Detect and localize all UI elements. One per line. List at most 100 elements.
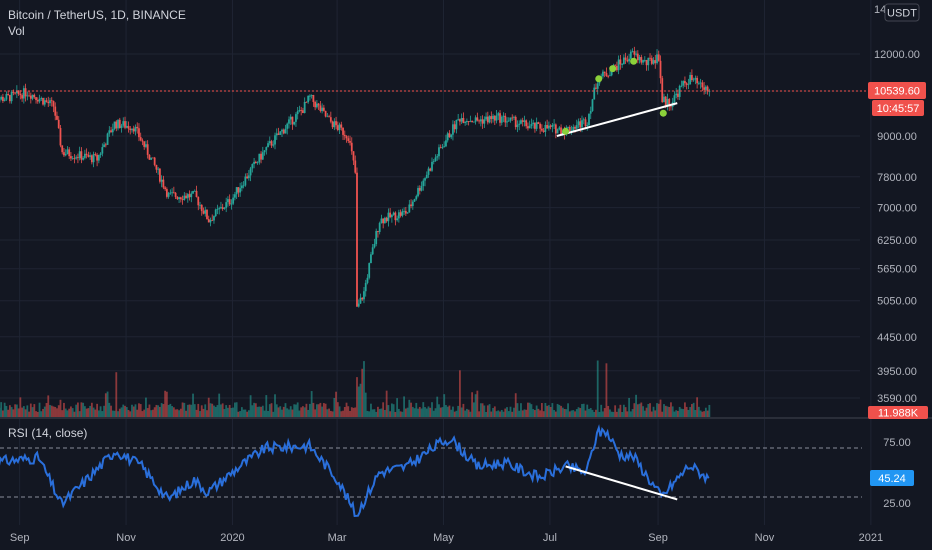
volume-bar bbox=[577, 407, 580, 417]
volume-bar bbox=[418, 406, 421, 417]
volume-bar bbox=[275, 404, 278, 417]
volume-bar bbox=[441, 407, 444, 417]
volume-bar bbox=[281, 409, 283, 417]
candle-body bbox=[108, 130, 111, 134]
candle-body bbox=[56, 115, 58, 120]
volume-bar bbox=[394, 411, 397, 417]
volume-bar bbox=[490, 411, 493, 417]
volume-bar bbox=[227, 407, 229, 417]
candle-body bbox=[532, 122, 535, 125]
candle-body bbox=[567, 127, 569, 128]
volume-bar bbox=[575, 409, 578, 417]
candle-body bbox=[324, 110, 327, 117]
price-axis[interactable]: 14000.0012000.009000.007800.007000.00625… bbox=[874, 4, 920, 510]
volume-bar bbox=[598, 411, 601, 417]
volume-bar bbox=[167, 404, 170, 417]
candle-body bbox=[572, 126, 575, 131]
volume-bar bbox=[193, 404, 196, 417]
volume-bar bbox=[160, 403, 163, 417]
volume-bar bbox=[673, 411, 676, 417]
candle-body bbox=[530, 124, 533, 126]
candle-body bbox=[77, 157, 79, 159]
volume-bar bbox=[253, 402, 255, 417]
volume-bar bbox=[586, 404, 589, 417]
candle-body bbox=[528, 125, 531, 129]
candle-body bbox=[364, 282, 367, 292]
candle-body bbox=[129, 128, 132, 131]
volume-bar bbox=[261, 405, 264, 417]
currency-button[interactable]: USDT bbox=[884, 3, 920, 22]
volume-bar bbox=[206, 410, 208, 417]
volume-bar bbox=[591, 409, 594, 417]
volume-bar bbox=[104, 393, 107, 417]
candle-body bbox=[45, 100, 48, 102]
time-tick-label: 2020 bbox=[220, 532, 244, 544]
volume-bar bbox=[78, 411, 81, 417]
time-axis[interactable]: Sep Nov 2020 Mar May Jul Sep Nov 2021 bbox=[0, 525, 932, 550]
candle-body bbox=[204, 209, 207, 214]
candle-body bbox=[352, 151, 355, 161]
volume-bar bbox=[146, 408, 149, 417]
volume-bar bbox=[671, 406, 674, 417]
price-tick-label: 5050.00 bbox=[877, 296, 917, 308]
volume-bar bbox=[650, 411, 653, 417]
volume-bar bbox=[152, 409, 154, 417]
volume-bar bbox=[0, 402, 3, 417]
volume-bar bbox=[357, 386, 360, 417]
candle-body bbox=[485, 116, 487, 120]
volume-bar bbox=[464, 410, 467, 417]
volume-bar bbox=[603, 408, 606, 417]
candle-body bbox=[581, 120, 583, 128]
candle-body bbox=[172, 192, 175, 194]
volume-bar bbox=[47, 395, 50, 417]
candle-body bbox=[490, 116, 493, 119]
volume-bar bbox=[359, 383, 362, 417]
candle-body bbox=[284, 128, 287, 134]
candle-body bbox=[588, 113, 590, 126]
volume-bar bbox=[462, 403, 465, 417]
volume-bar bbox=[645, 407, 648, 417]
volume-bar bbox=[22, 406, 25, 417]
candle-body bbox=[64, 154, 67, 156]
candle-body bbox=[408, 204, 411, 213]
candle-body bbox=[118, 119, 121, 128]
candle-body bbox=[47, 101, 50, 104]
volume-bar bbox=[230, 407, 233, 417]
volume-bar bbox=[413, 408, 416, 417]
volume-bar bbox=[479, 403, 482, 417]
candle-body bbox=[174, 192, 177, 197]
volume-bar bbox=[593, 411, 596, 417]
candle-body bbox=[689, 75, 692, 85]
candle-body bbox=[261, 152, 264, 160]
volume-bar bbox=[237, 411, 240, 417]
volume-bar bbox=[582, 403, 585, 417]
candle-body bbox=[497, 113, 500, 116]
volume-bar bbox=[82, 402, 85, 417]
currency-label: USDT bbox=[887, 8, 917, 20]
candle-body bbox=[233, 194, 236, 198]
volume-bar bbox=[530, 404, 533, 417]
volume-bar bbox=[363, 361, 365, 417]
candle-body bbox=[19, 93, 22, 96]
candle-body bbox=[384, 217, 386, 224]
volume-bar bbox=[317, 404, 320, 417]
candle-body bbox=[296, 111, 299, 115]
time-tick-label: Sep bbox=[648, 532, 668, 544]
candle-body bbox=[314, 101, 317, 108]
candle-body bbox=[14, 92, 17, 94]
pane-separator bbox=[0, 417, 932, 419]
volume-bar bbox=[124, 405, 126, 417]
volume-bar bbox=[303, 407, 306, 417]
volume-bar bbox=[382, 402, 385, 417]
volume-bar bbox=[434, 408, 437, 417]
volume-bar bbox=[302, 406, 304, 417]
volume-bar bbox=[63, 402, 65, 417]
volume-bar bbox=[106, 391, 109, 417]
candle-body bbox=[516, 124, 519, 128]
candle-body bbox=[122, 121, 125, 126]
volume-bar bbox=[249, 395, 252, 417]
signal-dot bbox=[595, 75, 603, 83]
volume-bar bbox=[197, 403, 200, 417]
volume-bar bbox=[516, 403, 519, 417]
volume-bar bbox=[703, 411, 706, 417]
